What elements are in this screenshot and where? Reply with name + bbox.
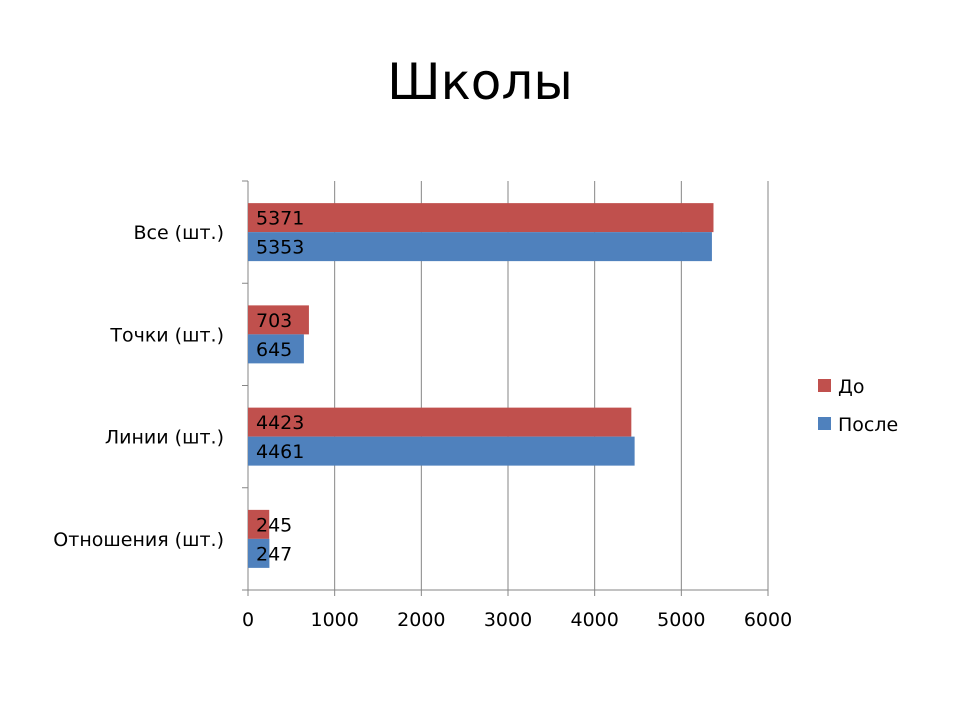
- x-tick-label: 0: [242, 609, 254, 631]
- data-label: 245: [256, 514, 292, 536]
- x-tick-label: 3000: [484, 609, 532, 631]
- x-tick-label: 1000: [310, 609, 358, 631]
- bar-do: [248, 509, 270, 539]
- bar-do: [248, 203, 714, 233]
- data-label: 5353: [256, 237, 304, 259]
- bar-posle: [248, 232, 712, 262]
- data-label: 645: [256, 339, 292, 361]
- data-label: 4461: [256, 441, 304, 463]
- category-label: Все (шт.): [133, 222, 224, 244]
- x-tick-label: 6000: [744, 609, 792, 631]
- legend-label: После: [838, 414, 898, 436]
- bar-posle: [248, 538, 270, 568]
- data-label: 5371: [256, 208, 304, 230]
- data-label: 247: [256, 543, 292, 565]
- chart-title: Школы: [387, 53, 573, 111]
- bars: [248, 203, 714, 568]
- category-label: Линии (шт.): [105, 427, 224, 449]
- x-tick-label: 5000: [657, 609, 705, 631]
- bar-posle: [248, 334, 304, 364]
- category-label: Точки (шт.): [109, 324, 224, 346]
- data-label: 4423: [256, 412, 304, 434]
- labels: 0 1000 2000 3000 4000 5000 6000 Все (шт.) 5371 53…: [53, 208, 792, 631]
- legend-swatch: [818, 417, 831, 430]
- legend-swatch: [818, 379, 831, 392]
- data-label: 703: [256, 310, 292, 332]
- legend: До После: [818, 376, 898, 436]
- category-label: Отношения (шт.): [53, 529, 224, 551]
- bar-do: [248, 305, 309, 335]
- x-tick-label: 2000: [397, 609, 445, 631]
- legend-label: До: [838, 376, 864, 398]
- x-tick-label: 4000: [570, 609, 618, 631]
- bar-posle: [248, 436, 635, 466]
- bar-do: [248, 407, 632, 437]
